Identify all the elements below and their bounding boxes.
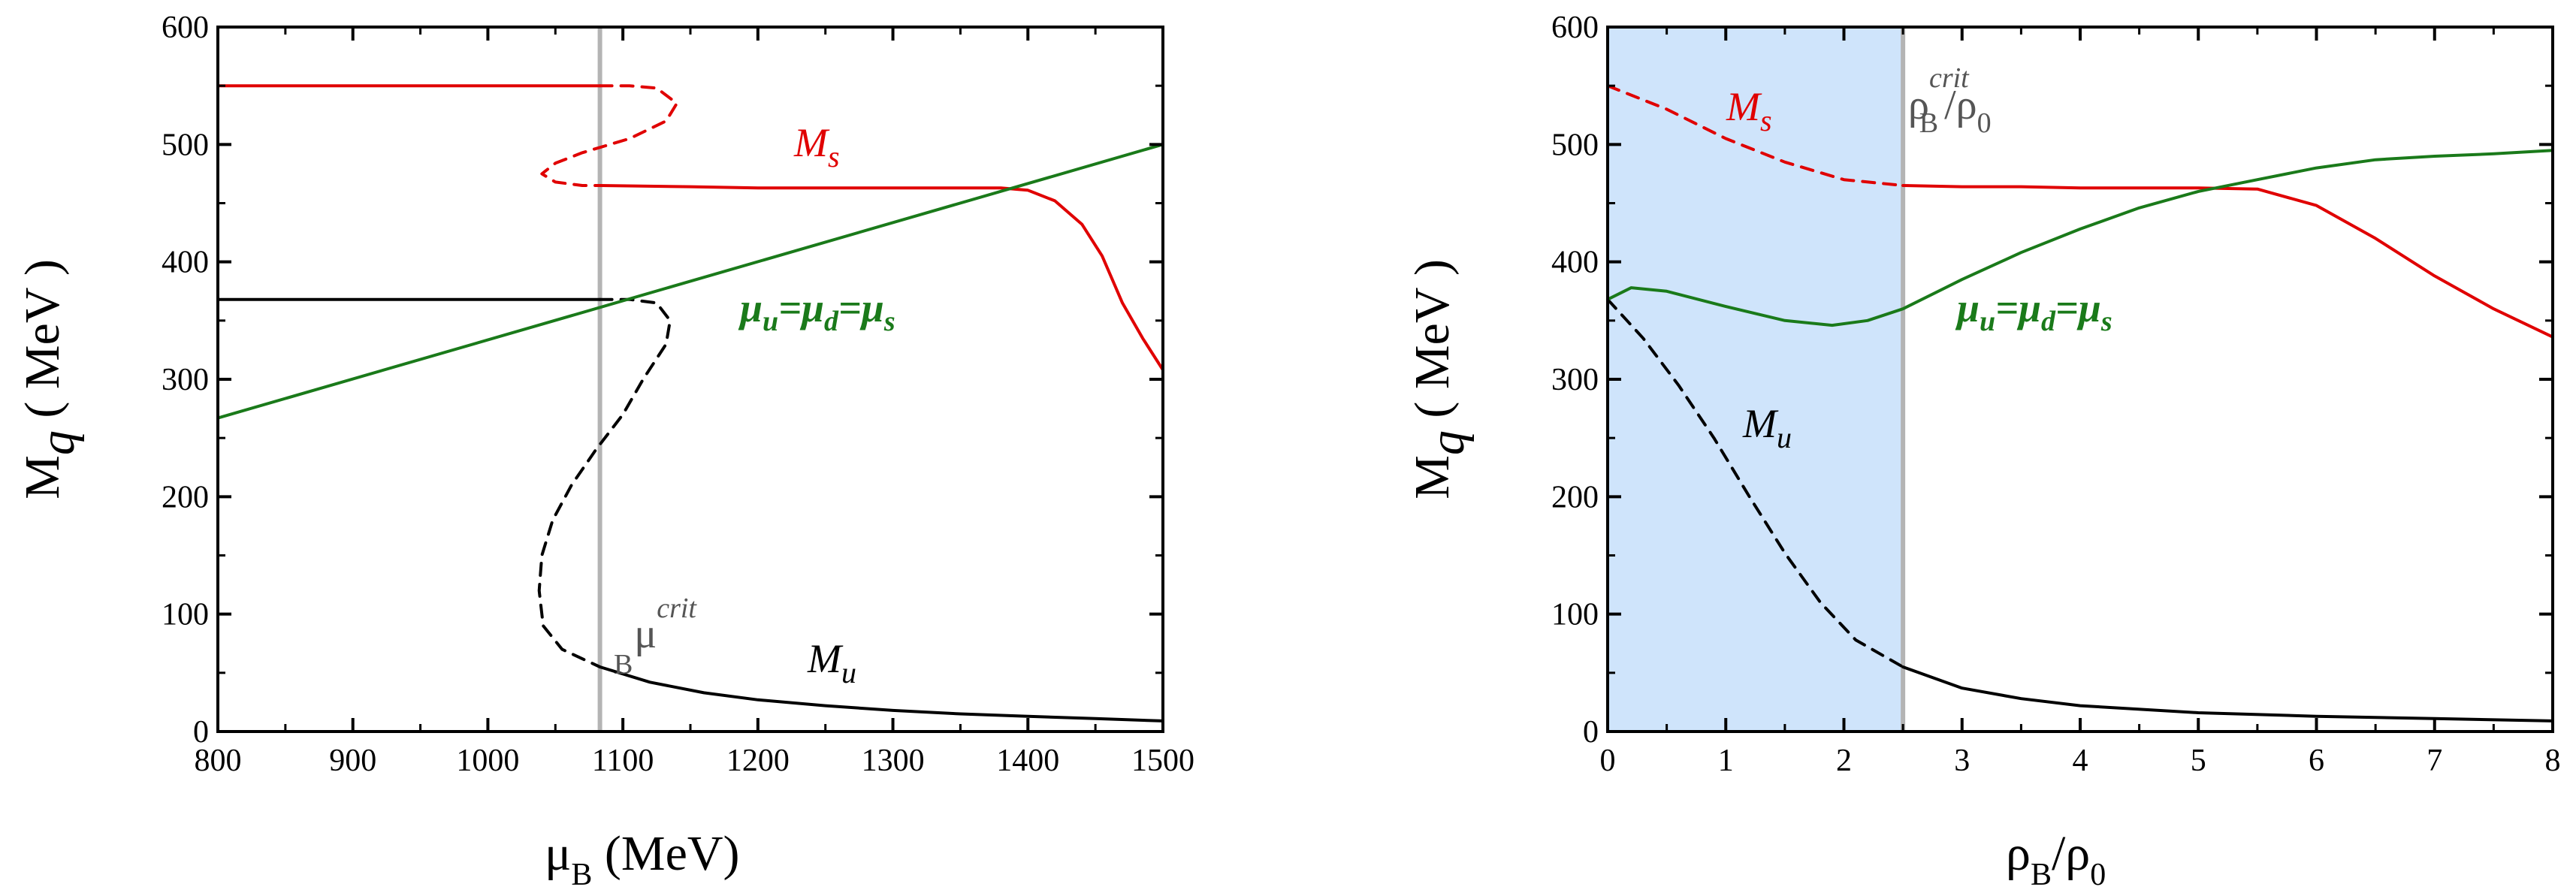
right-ticks: 0 1 2 3 4 5 6 7 8 0 100 200 300 400 500 600 bbox=[1551, 11, 2561, 778]
right-critical-label: ρcrit B/ρ0 bbox=[1908, 62, 1992, 139]
right-x-tick-label: 8 bbox=[2545, 744, 2561, 778]
right-y-tick-label: 500 bbox=[1551, 128, 1599, 162]
left-y-tick-label: 0 bbox=[193, 715, 209, 750]
left-y-tick-label: 300 bbox=[162, 363, 209, 397]
right-shade-group bbox=[1608, 27, 1904, 732]
left-x-tick-label: 900 bbox=[329, 744, 376, 778]
right-label-chem: μu=μd=μs bbox=[1955, 285, 2112, 337]
right-x-tick-label: 7 bbox=[2427, 744, 2442, 778]
left-plot-frame bbox=[216, 26, 1164, 733]
left-series-Mu_stable_high bbox=[598, 665, 1164, 723]
left-y-tick-label: 200 bbox=[162, 480, 209, 514]
right-x-tick-label: 2 bbox=[1836, 744, 1852, 778]
left-x-tick-label: 1400 bbox=[996, 744, 1059, 778]
left-y-axis-title: Mq ( MeV ) bbox=[15, 259, 85, 499]
left-series-Ms_stable_high bbox=[598, 184, 1164, 372]
right-label-ms: Ms bbox=[1726, 84, 1772, 137]
left-x-tick-label: 1300 bbox=[862, 744, 925, 778]
right-series-Mu_stable bbox=[1901, 665, 2554, 723]
right-x-tick-label: 5 bbox=[2191, 744, 2206, 778]
left-ticks: 800 900 1000 1100 1200 1300 1400 1500 0 100 200 300… bbox=[162, 11, 1194, 778]
right-y-tick-label: 600 bbox=[1551, 11, 1599, 45]
left-label-chem: μu=μd=μs bbox=[738, 285, 895, 337]
left-series-Ms_unstable bbox=[540, 84, 678, 187]
right-y-tick-label: 200 bbox=[1551, 480, 1599, 514]
left-label-mu: Mu bbox=[807, 636, 856, 689]
right-y-tick-label: 300 bbox=[1551, 363, 1599, 397]
right-x-axis-title: ρB/ρ0 bbox=[2006, 826, 2106, 892]
left-x-tick-label: 1100 bbox=[592, 744, 654, 778]
left-critical-label: μcrit B bbox=[614, 593, 697, 680]
right-label-mu: Mu bbox=[1742, 401, 1792, 454]
left-label-ms: Ms bbox=[793, 120, 840, 173]
right-series-Mu_unstable bbox=[1606, 297, 1905, 668]
right-chart: 0 1 2 3 4 5 6 7 8 0 100 200 300 400 500 600 Ms Mu μu=μd… bbox=[1405, 11, 2561, 892]
left-series-group bbox=[216, 27, 1164, 732]
left-y-tick-label: 500 bbox=[162, 128, 209, 162]
left-x-tick-label: 1500 bbox=[1131, 744, 1194, 778]
right-x-tick-label: 3 bbox=[1954, 744, 1970, 778]
left-x-axis-title: μB (MeV) bbox=[545, 826, 740, 892]
right-x-tick-label: 0 bbox=[1600, 744, 1616, 778]
left-x-tick-label: 800 bbox=[195, 744, 242, 778]
right-y-tick-label: 0 bbox=[1583, 715, 1599, 750]
right-x-tick-label: 6 bbox=[2309, 744, 2324, 778]
right-series-group bbox=[1606, 27, 2554, 732]
right-x-tick-label: 4 bbox=[2073, 744, 2088, 778]
right-y-tick-label: 100 bbox=[1551, 598, 1599, 632]
right-series-mu_chem bbox=[1606, 149, 2554, 327]
left-series-Mu_unstable bbox=[537, 297, 672, 668]
right-series-Ms_unstable bbox=[1606, 84, 1905, 187]
right-y-axis-title: Mq ( MeV ) bbox=[1405, 259, 1475, 499]
left-y-tick-label: 600 bbox=[162, 11, 209, 45]
left-x-tick-label: 1000 bbox=[456, 744, 519, 778]
right-y-tick-label: 400 bbox=[1551, 246, 1599, 280]
right-series-Ms_stable bbox=[1901, 184, 2554, 339]
right-x-tick-label: 1 bbox=[1718, 744, 1734, 778]
left-x-tick-label: 1200 bbox=[726, 744, 790, 778]
right-unstable-region bbox=[1608, 27, 1904, 732]
left-series-mu_chem bbox=[216, 143, 1164, 420]
left-chart: 800 900 1000 1100 1200 1300 1400 1500 0 100 200 300… bbox=[15, 11, 1194, 892]
left-y-tick-label: 100 bbox=[162, 598, 209, 632]
left-y-tick-label: 400 bbox=[162, 246, 209, 280]
